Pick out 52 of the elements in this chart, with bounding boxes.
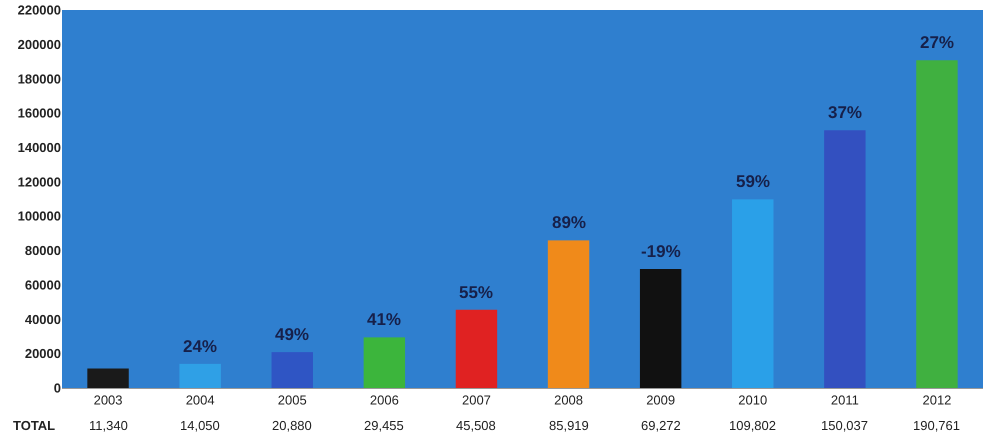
y-tick-label: 80000 (24, 243, 61, 258)
annotation: 49% (275, 325, 310, 344)
x-tick-label: 2004 (186, 392, 215, 408)
x-tick-label: 2007 (462, 392, 491, 408)
y-tick-label: 160000 (18, 106, 61, 121)
y-tick-label: 0 (54, 380, 61, 396)
bar (824, 130, 866, 388)
y-tick-label: 120000 (18, 174, 61, 190)
y-tick-label: 220000 (18, 2, 61, 18)
annotation: 37% (828, 103, 862, 122)
x-tick-label: 2010 (738, 392, 768, 408)
data-label: 14,050 (180, 418, 220, 433)
y-tick-label: 40000 (24, 312, 61, 327)
data-label: 190,761 (913, 418, 960, 433)
y-tick-label: 60000 (24, 277, 61, 292)
y-tick-label: 180000 (18, 71, 61, 86)
data-label: 11,340 (89, 418, 128, 433)
bar (179, 364, 221, 388)
y-tick-label: 140000 (18, 140, 61, 155)
bar (272, 352, 313, 388)
x-tick-label: 2003 (94, 392, 123, 408)
annotation: 55% (459, 283, 494, 302)
data-label: 85,919 (549, 418, 589, 433)
text: TOTAL (13, 418, 56, 433)
data-label: 45,508 (456, 418, 496, 433)
data-label: 150,037 (821, 418, 868, 433)
bar (548, 240, 590, 388)
data-label: 29,455 (364, 418, 404, 433)
annotation: 41% (367, 310, 402, 329)
annotation: 27% (920, 33, 954, 52)
data-label: 20,880 (272, 418, 312, 433)
y-tick-label: 100000 (18, 208, 61, 224)
bar (364, 337, 406, 388)
y-tick-label: 20000 (24, 346, 61, 362)
annotation: 89% (552, 213, 586, 232)
x-tick-label: 2012 (922, 392, 952, 408)
data-label: 69,272 (641, 418, 681, 433)
bar (732, 199, 774, 388)
bar (456, 310, 498, 388)
bar (640, 268, 682, 388)
y-tick-label: 200000 (18, 36, 61, 52)
x-tick-label: 2006 (370, 392, 399, 408)
x-tick-label: 2009 (646, 392, 676, 408)
data-label: 109,802 (729, 418, 776, 433)
x-tick-label: 2008 (554, 392, 584, 408)
annotation: -19% (641, 242, 681, 261)
annotation: 24% (183, 337, 218, 356)
annotation: 59% (736, 172, 770, 191)
bar (916, 60, 958, 388)
bar (87, 368, 129, 388)
x-tick-label: 2005 (278, 392, 307, 408)
x-tick-label: 2011 (830, 392, 859, 408)
